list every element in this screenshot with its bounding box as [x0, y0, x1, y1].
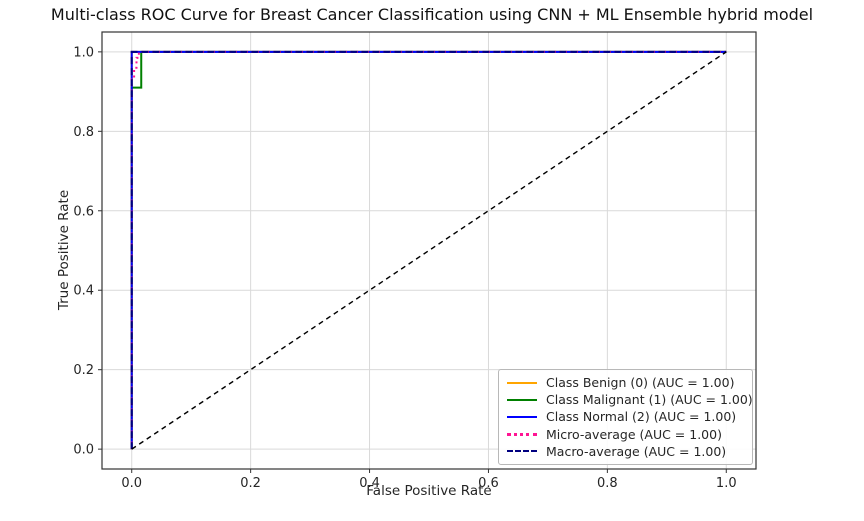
- legend-item: Class Normal (2) (AUC = 1.00): [507, 409, 744, 424]
- legend-item: Macro-average (AUC = 1.00): [507, 444, 744, 459]
- legend-item: Micro-average (AUC = 1.00): [507, 427, 744, 442]
- y-tick-label: 0.8: [73, 125, 94, 140]
- legend-label: Class Normal (2) (AUC = 1.00): [546, 409, 737, 425]
- legend-item: Class Benign (0) (AUC = 1.00): [507, 375, 744, 390]
- chance-diagonal: [131, 51, 727, 450]
- x-tick-label: 0.0: [121, 476, 142, 491]
- x-tick-label: 0.8: [597, 476, 618, 491]
- legend: Class Benign (0) (AUC = 1.00) Class Malig…: [498, 369, 753, 465]
- y-axis-label: True Positive Rate: [56, 189, 72, 311]
- legend-line-sample: [507, 432, 537, 436]
- roc-curve-4: [130, 50, 727, 450]
- legend-line-sample: [507, 381, 537, 384]
- legend-label: Macro-average (AUC = 1.00): [546, 443, 727, 459]
- legend-label: Micro-average (AUC = 1.00): [546, 426, 722, 442]
- x-tick-label: 0.4: [359, 476, 380, 491]
- y-tick-label: 0.2: [73, 363, 94, 378]
- axes-frame: [101, 31, 757, 470]
- y-tick-label: 0.0: [73, 443, 94, 458]
- x-tick-label: 0.6: [478, 476, 499, 491]
- x-tick-label: 1.0: [716, 476, 737, 491]
- legend-item: Class Malignant (1) (AUC = 1.00): [507, 392, 753, 407]
- y-tick-label: 1.0: [73, 45, 94, 60]
- legend-line-sample: [507, 415, 537, 418]
- legend-line-sample: [507, 398, 537, 401]
- y-tick-label: 0.6: [73, 204, 94, 219]
- x-tick-label: 0.2: [240, 476, 261, 491]
- legend-label: Class Benign (0) (AUC = 1.00): [546, 375, 735, 391]
- x-axis-label: False Positive Rate: [366, 483, 492, 499]
- chart-title: Multi-class ROC Curve for Breast Cancer …: [50, 5, 814, 24]
- legend-label: Class Malignant (1) (AUC = 1.00): [546, 392, 753, 408]
- legend-line-sample: [507, 450, 537, 453]
- y-tick-label: 0.4: [73, 284, 94, 299]
